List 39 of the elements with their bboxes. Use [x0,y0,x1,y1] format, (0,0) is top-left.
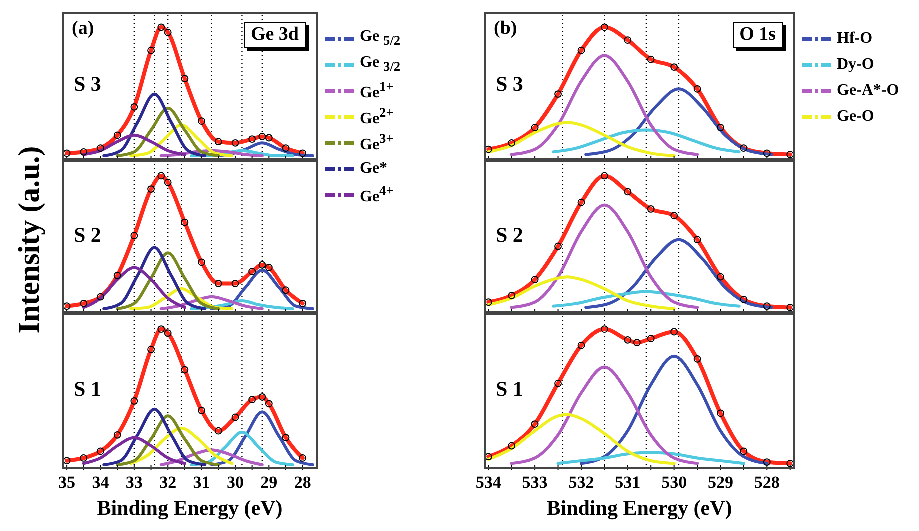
x-tick-label: 35 [58,473,76,492]
x-tick-label: 34 [92,473,110,492]
x-tick-label: 29 [260,473,278,492]
x-tick-label: 32 [160,473,177,492]
legend-label: Ge$^{4+}$ [360,183,394,207]
y-axis-title: Intensity (a.u.) [13,146,46,334]
chart-title: (a) [72,18,94,39]
legend-label: Ge $_{3/2}$ [360,54,401,76]
legend-label: Ge$^{1+}$ [360,79,394,103]
x-tick-label: 534 [476,473,502,492]
x-tick-label: 33 [126,473,143,492]
chart-subtitle: Ge 3d [250,24,299,45]
x-tick-label: 28 [294,473,312,492]
annotation: S 1 [496,376,524,401]
legend-label: Dy-O [837,56,874,74]
annotation: S 2 [74,222,102,247]
legend-label: Ge-A*-O [837,82,900,100]
x-axis-title: Binding Energy (eV) [546,496,732,520]
legend-label: Ge $_{5/2}$ [360,28,401,50]
legend-label: Ge-O [837,108,874,126]
legend-label: Ge$^{3+}$ [360,131,394,155]
x-tick-label: 532 [568,473,594,492]
chart-subtitle: O 1s [740,24,776,45]
legend-label: Hf-O [837,30,873,48]
x-tick-label: 530 [662,473,688,492]
annotation: S 3 [74,72,102,96]
annotation: S 2 [496,222,524,247]
x-tick-label: 529 [708,473,734,492]
chart-title: (b) [494,18,518,39]
x-axis-title: Binding Energy (eV) [97,496,283,520]
legend-label: Ge$^{2+}$ [360,105,394,129]
legend-label: Ge* [360,160,388,178]
x-tick-label: 30 [226,473,244,492]
x-tick-label: 528 [754,473,780,492]
annotation: S 3 [496,72,524,96]
annotation: S 1 [74,376,102,401]
x-tick-label: 533 [522,473,548,492]
x-tick-label: 31 [193,473,210,492]
x-tick-label: 531 [615,473,641,492]
